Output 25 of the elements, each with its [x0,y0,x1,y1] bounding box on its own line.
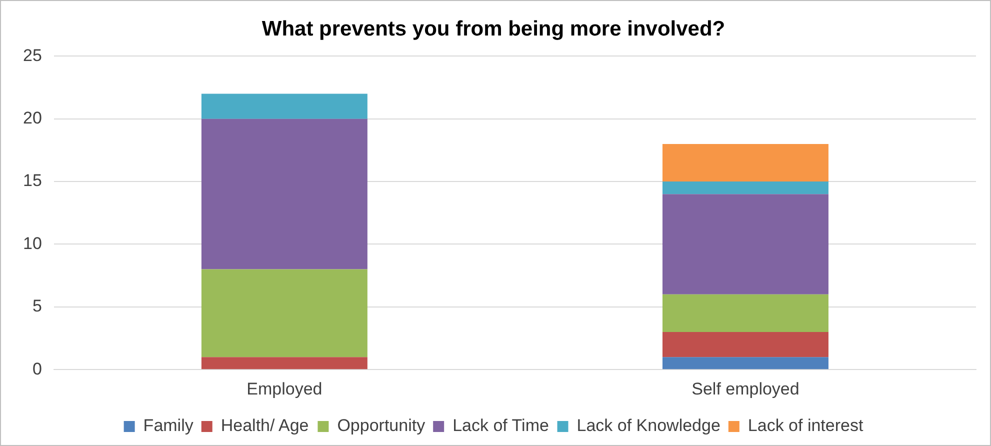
legend-label: Lack of Knowledge [576,416,720,436]
legend-label: Family [143,416,194,436]
bar [662,357,828,370]
bar [201,118,368,270]
legend-label: Lack of interest [748,416,864,436]
legend-label: Lack of Time [452,416,549,436]
bar [201,94,368,119]
y-tick-label: 25 [22,46,42,65]
bar [201,269,368,358]
legend-label: Opportunity [337,416,426,436]
x-tick-label: Employed [246,379,322,398]
bar [662,294,828,332]
bar [662,194,828,294]
y-tick-label: 15 [22,171,42,190]
chart-title: What prevents you from being more involved? [262,17,726,40]
y-tick-label: 5 [32,296,42,316]
y-tick-label: 0 [32,359,42,378]
bar [662,144,828,182]
x-tick-label: Self employed [692,379,800,398]
legend-label: Health/ Age [220,416,309,436]
y-tick-label: 10 [22,234,42,253]
y-tick-label: 20 [22,108,42,128]
bar [662,332,828,358]
bar [662,182,828,194]
bar [201,357,368,370]
